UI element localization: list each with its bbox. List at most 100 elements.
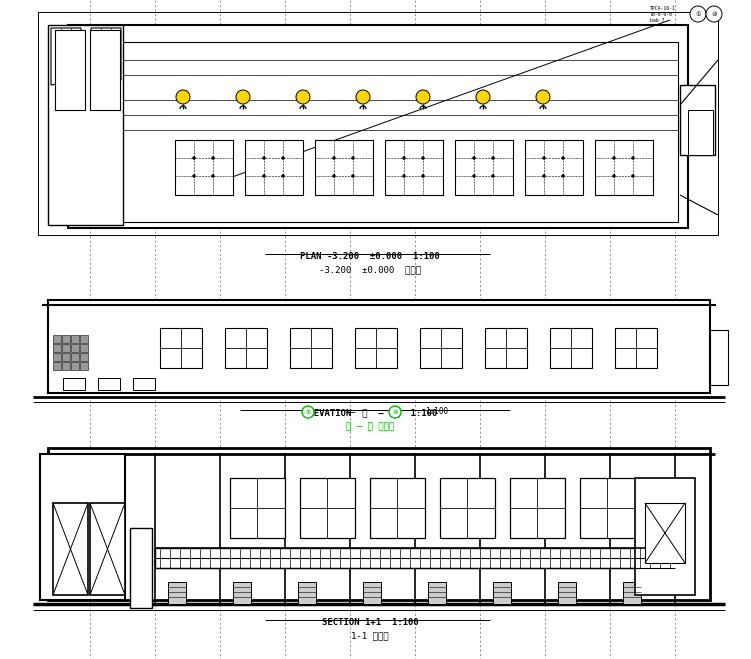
Circle shape: [472, 156, 475, 159]
Circle shape: [263, 175, 266, 177]
Bar: [635, 478, 695, 595]
Circle shape: [613, 175, 616, 177]
Circle shape: [542, 175, 545, 177]
Bar: [370, 478, 425, 538]
Bar: [420, 328, 462, 368]
Bar: [525, 140, 583, 195]
Bar: [363, 582, 381, 604]
Text: 1:100: 1:100: [425, 407, 448, 416]
Bar: [175, 140, 233, 195]
Text: Tb-0-0-0: Tb-0-0-0: [650, 11, 673, 16]
Circle shape: [351, 156, 354, 159]
Bar: [290, 328, 332, 368]
Text: TPCA-16-1: TPCA-16-1: [650, 5, 676, 11]
Bar: [155, 548, 675, 568]
Circle shape: [416, 90, 430, 104]
Bar: [53, 335, 61, 343]
Text: SECTION 1+1  1:100: SECTION 1+1 1:100: [321, 618, 418, 627]
Circle shape: [472, 175, 475, 177]
Bar: [580, 478, 635, 538]
Bar: [53, 503, 88, 595]
Bar: [62, 344, 70, 352]
Circle shape: [403, 175, 406, 177]
Circle shape: [333, 175, 336, 177]
Circle shape: [632, 156, 635, 159]
Circle shape: [302, 406, 314, 418]
Polygon shape: [51, 28, 81, 85]
Bar: [62, 353, 70, 361]
Circle shape: [296, 90, 310, 104]
Text: ⑩: ⑩: [392, 409, 397, 415]
Bar: [71, 335, 79, 343]
Bar: [40, 454, 125, 600]
Circle shape: [421, 175, 424, 177]
Bar: [71, 353, 79, 361]
Bar: [160, 328, 202, 368]
Bar: [48, 448, 710, 600]
Bar: [645, 503, 685, 563]
Circle shape: [706, 6, 722, 22]
Text: ① – ⓐ 立面图: ① – ⓐ 立面图: [345, 422, 394, 431]
Bar: [385, 140, 443, 195]
Circle shape: [263, 156, 266, 159]
Bar: [550, 328, 592, 368]
Circle shape: [192, 156, 195, 159]
Bar: [98, 378, 120, 390]
Circle shape: [403, 156, 406, 159]
Bar: [168, 582, 186, 604]
Bar: [493, 582, 511, 604]
Circle shape: [351, 175, 354, 177]
Bar: [53, 344, 61, 352]
Bar: [71, 344, 79, 352]
Text: PLAN -3.200  ±0.000  1:100: PLAN -3.200 ±0.000 1:100: [300, 252, 440, 261]
Bar: [55, 30, 85, 110]
Bar: [80, 335, 88, 343]
Bar: [710, 330, 728, 385]
Circle shape: [491, 156, 494, 159]
Text: bab 7: bab 7: [650, 18, 665, 22]
Circle shape: [536, 90, 550, 104]
Bar: [245, 140, 303, 195]
Circle shape: [562, 156, 565, 159]
Circle shape: [176, 90, 190, 104]
Bar: [53, 362, 61, 370]
Circle shape: [542, 156, 545, 159]
Bar: [300, 478, 355, 538]
Bar: [485, 328, 527, 368]
Bar: [90, 503, 125, 595]
Circle shape: [192, 175, 195, 177]
Circle shape: [212, 175, 215, 177]
Bar: [623, 582, 641, 604]
Circle shape: [613, 156, 616, 159]
Circle shape: [562, 175, 565, 177]
Bar: [455, 140, 513, 195]
Bar: [225, 328, 267, 368]
Bar: [53, 353, 61, 361]
Polygon shape: [91, 28, 121, 85]
Circle shape: [389, 406, 401, 418]
Bar: [88, 42, 678, 222]
Bar: [298, 582, 316, 604]
Bar: [130, 528, 152, 608]
Bar: [63, 378, 85, 390]
Bar: [680, 85, 715, 155]
Text: 1-1 剪面图: 1-1 剪面图: [351, 631, 389, 640]
Bar: [558, 582, 576, 604]
Bar: [80, 344, 88, 352]
Bar: [230, 478, 285, 538]
Bar: [90, 30, 120, 110]
Circle shape: [212, 156, 215, 159]
Bar: [428, 582, 446, 604]
Bar: [355, 328, 397, 368]
Text: ELEVATION  ①  —  ⑩  1:100: ELEVATION ① — ⑩ 1:100: [303, 408, 437, 417]
Bar: [688, 110, 713, 155]
Bar: [595, 140, 653, 195]
Circle shape: [236, 90, 250, 104]
Bar: [80, 353, 88, 361]
Bar: [80, 362, 88, 370]
Text: ①: ①: [306, 409, 311, 415]
Bar: [440, 478, 495, 538]
Bar: [68, 25, 688, 228]
Circle shape: [356, 90, 370, 104]
Circle shape: [282, 156, 285, 159]
